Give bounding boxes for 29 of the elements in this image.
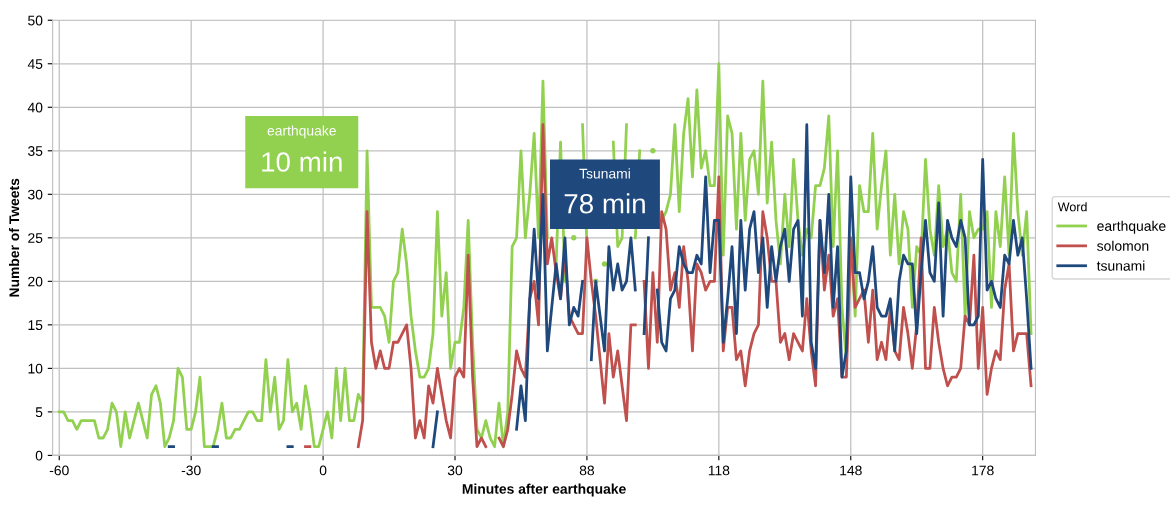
x-tick-label: 178 [972,465,994,476]
y-tick-label: 15 [28,320,43,331]
x-axis-title: Minutes after earthquake [462,483,626,497]
legend-label: tsunami [1096,260,1145,271]
legend-label: earthquake [1097,220,1166,234]
annotation: earthquake [267,125,336,139]
y-tick-label: 0 [35,450,43,461]
annotation: Tsunami [579,168,630,179]
y-tick-label: 30 [28,189,43,200]
annotation: 10 min [262,151,342,172]
x-tick-label: 148 [840,465,862,476]
legend-title: Word [1057,202,1087,212]
y-tick-label: 5 [35,407,43,418]
y-tick-label: 10 [28,363,43,374]
x-tick-label: 118 [708,465,730,476]
legend-label: solomon [1097,240,1149,251]
x-tick-label: -30 [181,465,201,476]
y-tick-label: 50 [28,15,43,26]
annotation: 78 min [564,193,645,214]
y-tick-label: 20 [28,276,43,287]
y-tick-label: 45 [27,59,43,69]
y-axis-title: Number of Tweets [8,178,20,297]
y-tick-label: 40 [27,102,43,113]
x-tick-label: 30 [447,465,463,476]
x-tick-label: 88 [579,465,595,476]
y-tick-label: 25 [28,233,43,243]
x-tick-label: 0 [319,465,327,476]
x-tick-label: -60 [49,465,69,476]
y-tick-label: 35 [28,146,43,156]
